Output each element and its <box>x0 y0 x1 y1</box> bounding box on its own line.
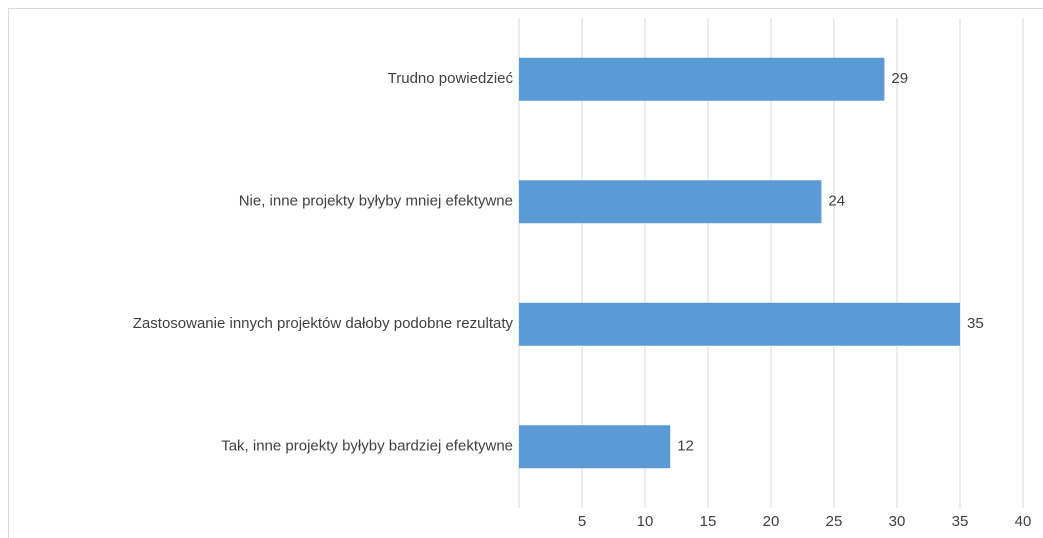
chart-border <box>8 8 1043 538</box>
bar <box>519 57 885 101</box>
bar <box>519 180 822 224</box>
x-tick-label: 40 <box>1015 513 1032 530</box>
y-tick-label: Zastosowanie innych projektów dałoby pod… <box>133 315 514 332</box>
y-tick-label: Nie, inne projekty byłyby mniej efektywn… <box>239 193 513 210</box>
x-tick-label: 30 <box>889 513 906 530</box>
y-tick-label: Tak, inne projekty byłyby bardziej efekt… <box>221 438 513 455</box>
x-tick-label: 35 <box>952 513 969 530</box>
data-label: 24 <box>828 193 845 210</box>
x-tick-label: 10 <box>637 513 654 530</box>
y-tick-label: Trudno powiedzieć <box>388 70 514 87</box>
data-label: 12 <box>677 438 694 455</box>
data-label: 29 <box>891 70 908 87</box>
x-tick-label: 15 <box>700 513 717 530</box>
bar <box>519 425 671 469</box>
data-label: 35 <box>967 315 984 332</box>
x-tick-label: 5 <box>578 513 586 530</box>
x-tick-label: 25 <box>826 513 843 530</box>
x-tick-label: 20 <box>763 513 780 530</box>
bar <box>519 302 960 346</box>
